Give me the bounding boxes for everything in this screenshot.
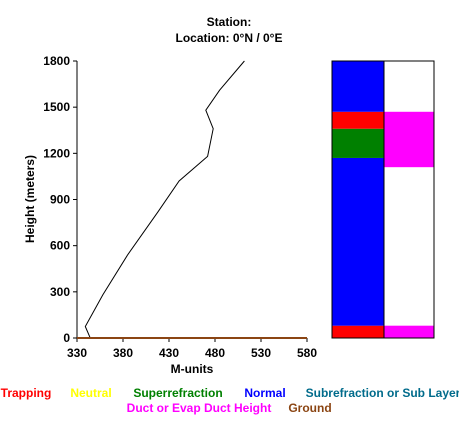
layer-band	[332, 128, 384, 158]
y-tick-label: 1200	[43, 146, 70, 160]
x-tick-label: 330	[67, 346, 87, 360]
y-tick-label: 300	[50, 285, 70, 299]
m-profile-plot: 0 300 600 900 1200 1500 1800 330 380 430 480 530 580	[43, 54, 317, 360]
duct-band	[384, 325, 434, 338]
y-tick-label: 900	[50, 193, 70, 207]
layer-band	[332, 111, 384, 129]
layer-band	[332, 157, 384, 326]
legend: Trapping Neutral Superrefraction Normal Subr…	[1, 386, 459, 415]
y-tick-label: 1800	[43, 54, 70, 68]
x-tick-label: 380	[113, 346, 133, 360]
legend-item: Normal	[244, 386, 285, 400]
legend-item: Neutral	[70, 386, 111, 400]
x-tick-label: 480	[205, 346, 225, 360]
x-tick-label: 580	[297, 346, 317, 360]
legend-item: Subrefraction or Sub Layer	[306, 386, 459, 400]
y-tick-label: 600	[50, 239, 70, 253]
layer-column-chart	[331, 60, 435, 339]
duct-band	[384, 111, 434, 168]
layer-band	[332, 61, 384, 112]
legend-item: Superrefraction	[133, 386, 222, 400]
y-tick-label: 1500	[43, 100, 70, 114]
m-profile-line	[84, 60, 245, 338]
location-title: Location: 0°N / 0°E	[176, 31, 283, 45]
y-axis-label: Height (meters)	[23, 155, 37, 243]
x-tick-label: 530	[251, 346, 271, 360]
legend-item: Ground	[288, 401, 331, 415]
station-title: Station:	[207, 15, 252, 29]
layer-band	[332, 325, 384, 338]
layer-chart-frame	[331, 60, 435, 339]
legend-item: Trapping	[1, 386, 52, 400]
x-tick-label: 430	[159, 346, 179, 360]
legend-item: Duct or Evap Duct Height	[127, 401, 272, 415]
y-tick-label: 0	[63, 331, 70, 345]
x-axis-label: M-units	[171, 362, 214, 376]
